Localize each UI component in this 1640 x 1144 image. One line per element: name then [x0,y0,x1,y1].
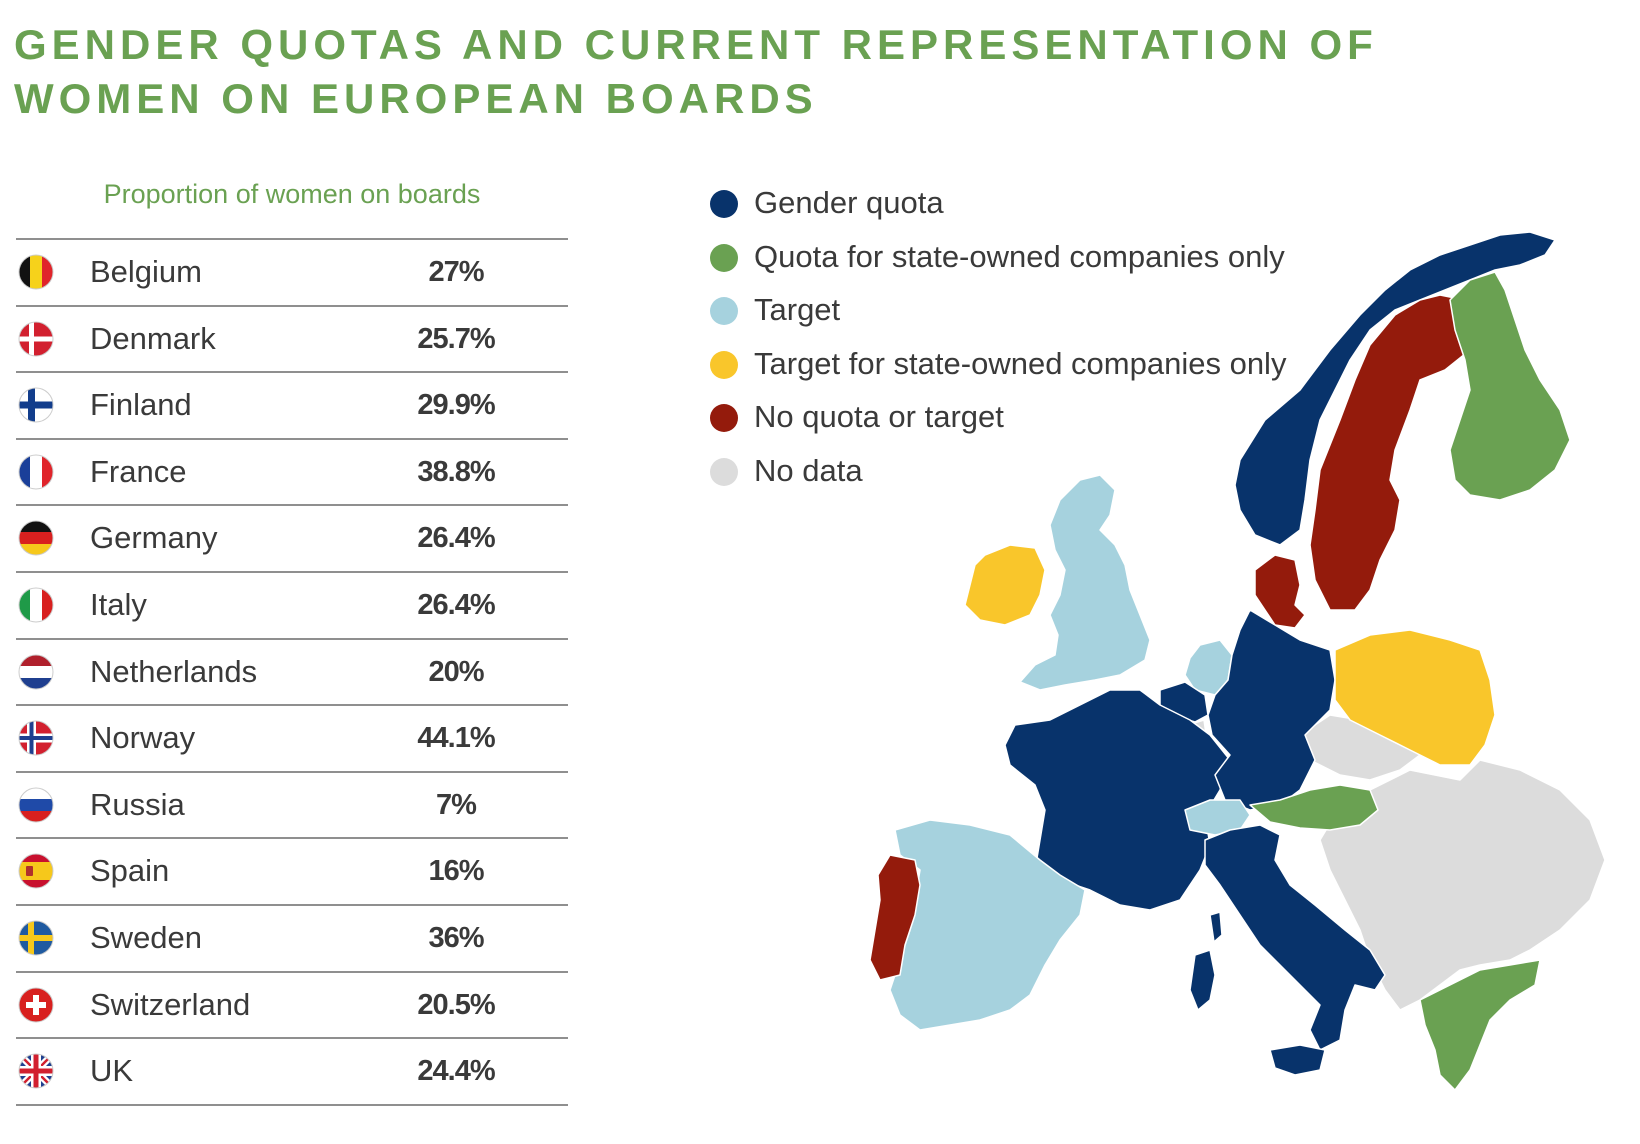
spain-flag-icon [18,853,54,889]
map-region-poland [1334,629,1496,766]
legend-label: Target for state-owned companies only [754,345,1287,381]
legend-swatch-target [710,297,738,326]
country-value: 26.4% [417,588,495,621]
russia-flag-icon [18,787,54,823]
country-value: 44.1% [417,722,495,755]
page-title: GENDER QUOTAS AND CURRENT REPRESENTATION… [14,21,1378,122]
map-region-italy [1204,824,1386,1051]
country-value: 25.7% [417,322,495,355]
table-row: Russia 7% [16,773,568,840]
uk-flag-icon [18,1053,54,1089]
table-row: Switzerland 20.5% [16,973,568,1040]
country-value: 24.4% [417,1055,495,1088]
legend-label: No quota or target [754,399,1004,435]
table-row: Norway 44.1% [16,706,568,773]
table-heading: Proportion of women on boards [103,179,481,209]
country-table: Belgium 27% Denmark 25.7% Finland 29.9% … [16,238,568,1106]
country-value: 20.5% [417,988,495,1021]
legend-swatch-gender-quota [710,190,738,218]
map-region-france [1004,689,1231,911]
belgium-flag-icon [18,254,54,290]
map-region-sicily [1269,1044,1326,1076]
country-name: Denmark [90,320,216,356]
country-value: 36% [428,921,484,954]
legend-label: Quota for state-owned companies only [754,238,1285,274]
table-row: Sweden 36% [16,906,568,973]
switzerland-flag-icon [18,987,54,1023]
country-value: 29.9% [417,389,495,422]
table-row: Belgium 27% [16,240,568,307]
country-name: Netherlands [90,653,258,689]
map-region-portugal [869,854,921,981]
country-name: Belgium [90,254,202,289]
legend-swatch-state-quota [710,243,738,272]
sweden-flag-icon [18,920,54,956]
table-row: Finland 29.9% [16,373,568,440]
norway-flag-icon [18,720,54,756]
table-row: France 38.8% [16,440,568,507]
map-region-corsica [1209,911,1223,943]
table-row: Denmark 25.7% [16,307,568,374]
country-name: Spain [90,853,170,889]
country-name: Italy [90,586,147,622]
country-name: Finland [90,387,192,423]
map-region-eastern-europe [1319,759,1606,1011]
finland-flag-icon [18,387,54,423]
country-value: 7% [436,788,477,821]
legend-swatch-no-quota [710,404,738,433]
table-row: UK 24.4% [16,1039,568,1106]
map-region-denmark [1254,554,1306,629]
country-value: 27% [428,256,484,288]
map-region-switzerland [1184,799,1251,836]
legend-label: Gender quota [754,185,944,220]
country-value: 16% [428,855,484,888]
country-name: Germany [90,520,218,556]
country-name: Russia [90,786,185,822]
country-value: 26.4% [417,522,495,555]
country-name: France [90,453,187,489]
france-flag-icon [18,454,54,490]
country-name: Sweden [90,919,203,955]
map-region-sweden [1309,294,1476,611]
country-name: UK [90,1053,134,1089]
map-region-finland [1449,271,1571,501]
netherlands-flag-icon [18,654,54,690]
legend-swatch-no-data [710,457,738,486]
country-name: Switzerland [90,986,251,1022]
map-region-ireland [964,544,1046,626]
map-region-austria [1249,784,1379,831]
country-value: 20% [428,655,484,688]
legend-label: No data [754,452,863,488]
country-value: 38.8% [417,455,495,488]
legend-swatch-state-target [710,350,738,379]
map-region-sardinia [1189,949,1216,1011]
legend-label: Target [754,292,841,328]
map-region-germany [1207,609,1336,811]
table-row: Spain 16% [16,839,568,906]
country-name: Norway [90,720,196,756]
table-row: Italy 26.4% [16,573,568,640]
map-region-czech-republic [1299,714,1421,781]
map-region-united-kingdom [1019,474,1151,691]
table-row: Netherlands 20% [16,640,568,707]
table-row: Germany 26.4% [16,506,568,573]
denmark-flag-icon [18,321,54,357]
italy-flag-icon [18,587,54,623]
map-region-greece [1419,959,1541,1091]
germany-flag-icon [18,520,54,556]
